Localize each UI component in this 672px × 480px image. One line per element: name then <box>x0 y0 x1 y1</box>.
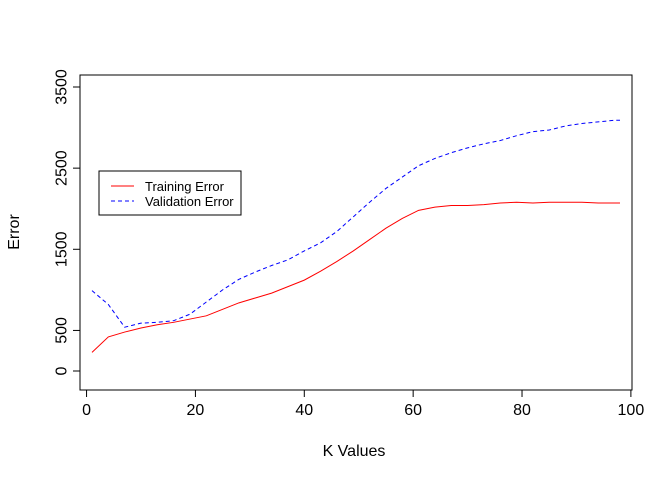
legend-label-training-error: Training Error <box>145 179 225 194</box>
y-axis: 0 500 1500 2500 3500 <box>54 69 81 375</box>
series-line-training-error <box>91 201 620 353</box>
legend-box <box>98 170 242 216</box>
y-tick-label: 0 <box>54 366 71 375</box>
y-tick-label: 2500 <box>54 150 71 186</box>
x-axis: 0 20 40 60 80 100 <box>82 389 645 419</box>
y-tick-label: 3500 <box>54 69 71 105</box>
x-axis-label: K Values <box>323 443 386 460</box>
x-tick-label: 40 <box>295 402 313 419</box>
y-tick-label: 1500 <box>54 231 71 267</box>
x-tick-label: 60 <box>404 402 422 419</box>
y-tick-label: 500 <box>54 317 71 344</box>
legend: Training Error Validation Error <box>98 170 242 216</box>
x-tick-label: 0 <box>82 402 91 419</box>
series-layer <box>91 119 620 353</box>
x-tick-label: 80 <box>513 402 531 419</box>
series-line-validation-error <box>91 119 620 328</box>
legend-label-validation-error: Validation Error <box>145 194 234 209</box>
x-tick-label: 20 <box>187 402 205 419</box>
y-axis-label: Error <box>6 214 23 250</box>
x-tick-label: 100 <box>618 402 645 419</box>
plot-frame <box>79 74 633 391</box>
